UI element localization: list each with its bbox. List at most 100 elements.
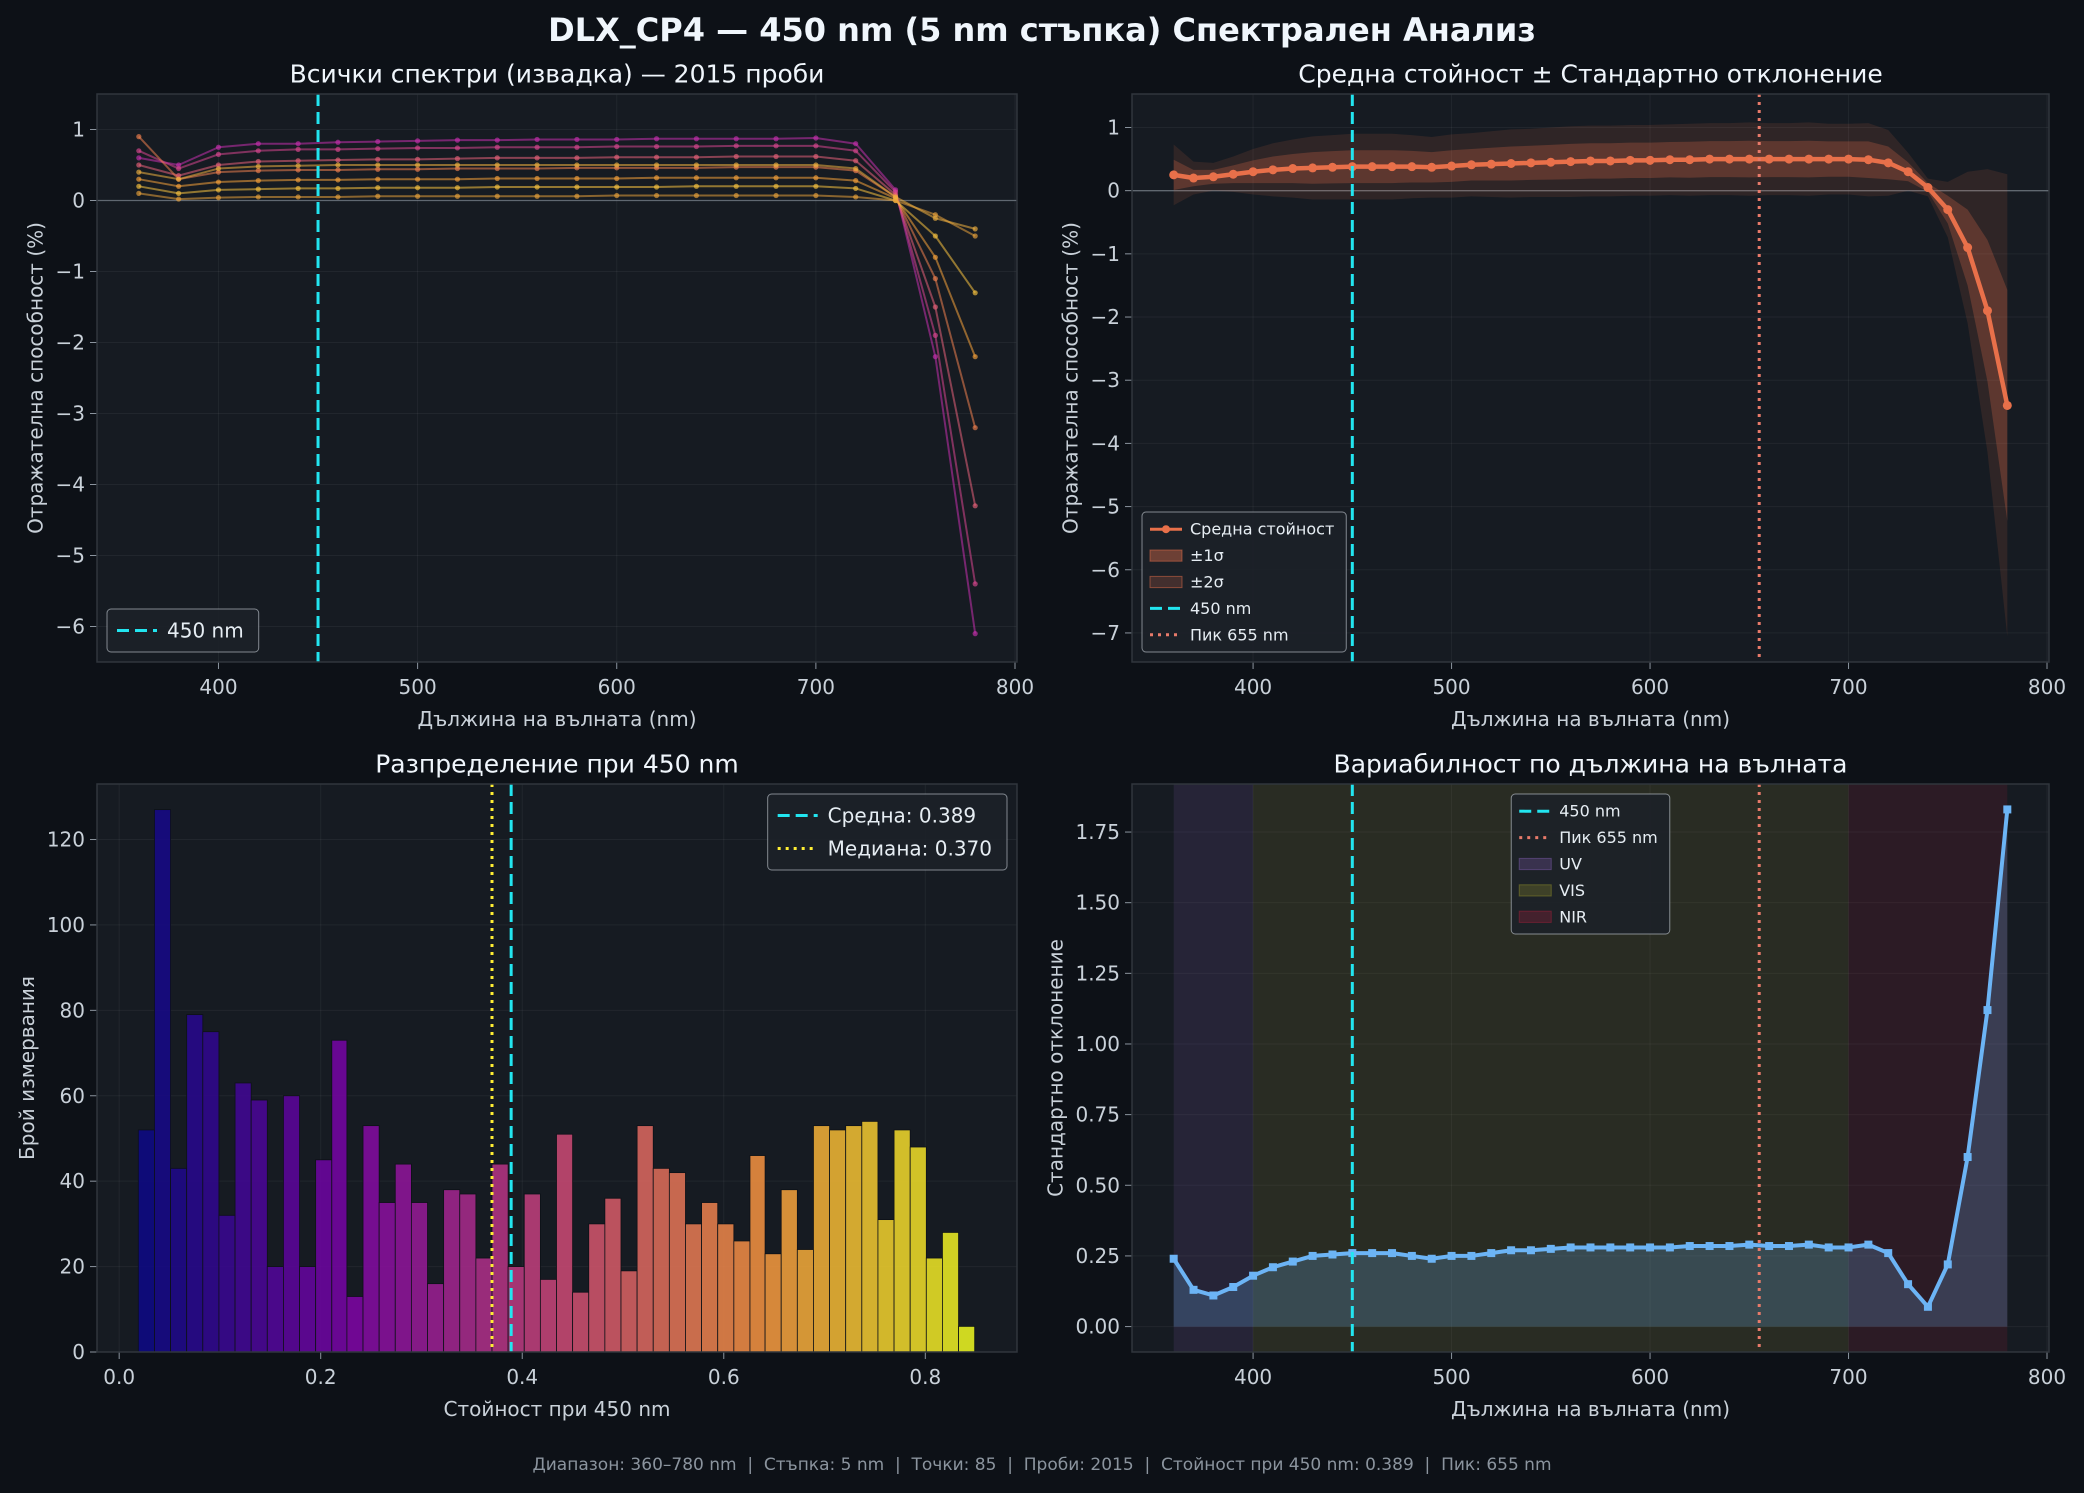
- y-tick-label: 60: [60, 1084, 85, 1108]
- marker: [932, 276, 938, 282]
- histogram-bar: [523, 1193, 541, 1352]
- y-tick-label: 0: [72, 189, 85, 213]
- marker: [215, 179, 222, 185]
- histogram-bar: [909, 1146, 927, 1352]
- x-tick-label: 600: [598, 675, 636, 699]
- y-tick-label: −1: [56, 260, 85, 284]
- marker: [1765, 1242, 1774, 1251]
- marker: [1486, 159, 1496, 169]
- x-tick-label: 800: [2028, 1365, 2066, 1389]
- marker: [693, 162, 699, 168]
- marker: [255, 158, 261, 165]
- histogram-bar: [733, 1240, 751, 1352]
- marker: [255, 178, 261, 184]
- marker: [295, 146, 301, 152]
- y-tick-label: 80: [60, 998, 85, 1022]
- marker: [574, 193, 580, 199]
- axes-frame: [1131, 93, 2050, 663]
- y-axis-label: Отражателна способност (%): [24, 222, 48, 534]
- marker: [534, 136, 540, 143]
- subplot: 400 500 600 700 800 1 0 −1 −2 −3 −4 −5 −6 −7 Средна ст…: [1059, 60, 2067, 732]
- histogram-bar: [813, 1125, 830, 1352]
- marker: [813, 143, 819, 149]
- y-tick-label: 120: [47, 828, 85, 852]
- marker: [1447, 1251, 1456, 1260]
- x-axis-label: Дължина на вълната (nm): [418, 707, 697, 731]
- y-tick-label: 1: [1107, 115, 1120, 139]
- y-tick-label: −3: [1091, 368, 1120, 392]
- marker: [335, 157, 341, 163]
- series-line: [138, 135, 977, 428]
- histogram-bar: [829, 1129, 847, 1352]
- legend-label: ±2σ: [1190, 573, 1224, 592]
- marker: [1189, 173, 1199, 183]
- marker: [335, 185, 341, 192]
- legend-label: Средна стойност: [1190, 520, 1334, 539]
- marker: [972, 290, 978, 296]
- histogram-bar: [491, 1163, 509, 1352]
- marker: [932, 254, 938, 260]
- marker: [972, 226, 978, 232]
- axes-frame: [1131, 783, 2050, 1353]
- marker: [733, 183, 739, 189]
- x-tick-label: 0.2: [305, 1365, 337, 1389]
- marker: [574, 162, 580, 168]
- marker: [574, 175, 580, 182]
- marker: [1526, 158, 1536, 168]
- marker: [1844, 154, 1854, 164]
- marker: [813, 175, 819, 181]
- marker: [534, 193, 540, 199]
- marker: [1685, 1242, 1694, 1251]
- marker: [255, 148, 261, 154]
- marker: [494, 137, 500, 143]
- histogram-bar: [893, 1129, 911, 1352]
- marker: [653, 175, 660, 181]
- marker: [1169, 170, 1179, 180]
- marker: [136, 169, 142, 175]
- marker: [1884, 1249, 1893, 1258]
- y-axis-label: Брой измервания: [15, 976, 39, 1160]
- marker: [215, 151, 222, 157]
- marker: [853, 185, 859, 192]
- marker: [773, 183, 779, 189]
- series-line: [138, 185, 977, 294]
- marker: [255, 194, 261, 200]
- legend-label: 450 nm: [1190, 599, 1251, 618]
- marker: [454, 162, 461, 168]
- axes-frame: [96, 93, 1018, 663]
- marker: [375, 193, 381, 199]
- std-band: [1173, 122, 2008, 637]
- marker: [614, 184, 620, 190]
- marker: [215, 165, 222, 172]
- marker: [733, 192, 739, 199]
- histogram-bar: [701, 1202, 719, 1352]
- y-tick-label: 1: [72, 118, 85, 142]
- marker: [255, 141, 261, 147]
- legend-symbol: [1162, 525, 1170, 534]
- histogram-bar: [764, 1253, 782, 1352]
- x-axis-label: Дължина на вълната (nm): [1451, 1397, 1730, 1421]
- x-axis-label: Стойност при 450 nm: [444, 1397, 671, 1421]
- marker: [534, 144, 540, 150]
- x-tick-label: 600: [1631, 675, 1669, 699]
- marker: [653, 162, 660, 168]
- marker: [1427, 1254, 1436, 1263]
- x-tick-label: 700: [1829, 1365, 1867, 1389]
- marker: [136, 183, 142, 189]
- marker: [454, 176, 461, 182]
- y-tick-label: 0: [72, 1340, 85, 1364]
- marker: [813, 153, 819, 160]
- y-tick-label: 100: [47, 913, 85, 937]
- marker: [1328, 1250, 1337, 1259]
- marker: [1784, 154, 1794, 164]
- marker: [215, 144, 222, 150]
- marker: [1963, 1153, 1972, 1162]
- series-line: [138, 144, 977, 585]
- histogram-bar: [958, 1325, 976, 1352]
- marker: [932, 332, 938, 338]
- marker: [773, 136, 779, 142]
- x-tick-label: 0.0: [103, 1365, 135, 1389]
- x-tick-label: 0.6: [708, 1365, 740, 1389]
- y-tick-label: −5: [1091, 495, 1120, 519]
- marker: [853, 165, 859, 172]
